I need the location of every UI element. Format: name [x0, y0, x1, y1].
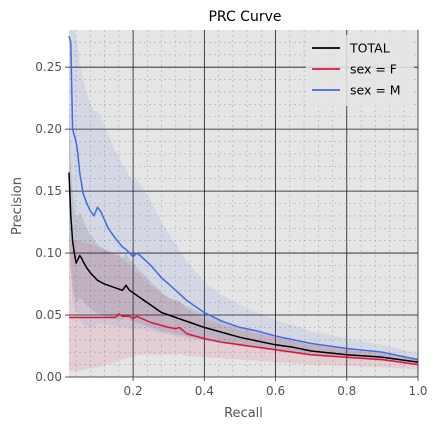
y-tick-label: 0.25	[35, 60, 62, 74]
y-tick-label: 0.15	[35, 184, 62, 198]
legend-label: TOTAL	[349, 41, 390, 56]
y-tick-label: 0.00	[35, 370, 62, 384]
x-axis-label: Recall	[224, 406, 263, 421]
chart-title: PRC Curve	[208, 9, 281, 25]
legend: TOTAL sex = F sex = M	[306, 35, 414, 106]
series-lines	[68, 35, 419, 366]
confidence-bands	[69, 30, 418, 371]
y-tick-label: 0.10	[35, 246, 62, 260]
line-total	[68, 172, 419, 363]
line-sex-f	[69, 313, 419, 366]
x-tick-label: 0.6	[266, 384, 285, 398]
band-sex-m	[69, 30, 418, 364]
x-tick-label: 1.0	[408, 384, 427, 398]
band-total	[69, 104, 418, 365]
x-tick-label: 0.8	[337, 384, 356, 398]
y-axis-ticks: 0.00 0.05 0.10 0.15 0.20 0.25	[35, 60, 69, 384]
legend-box	[306, 35, 414, 106]
legend-label: sex = M	[350, 83, 401, 98]
y-axis-label: Precision	[10, 177, 25, 235]
line-sex-m	[68, 35, 419, 361]
y-tick-label: 0.05	[35, 308, 62, 322]
x-tick-label: 0.4	[195, 384, 214, 398]
y-tick-label: 0.20	[35, 122, 62, 136]
x-tick-label: 0.2	[124, 384, 143, 398]
x-axis-ticks: 0.2 0.4 0.6 0.8 1.0	[124, 377, 428, 398]
legend-label: sex = F	[350, 62, 397, 77]
band-sex-f	[69, 240, 418, 371]
